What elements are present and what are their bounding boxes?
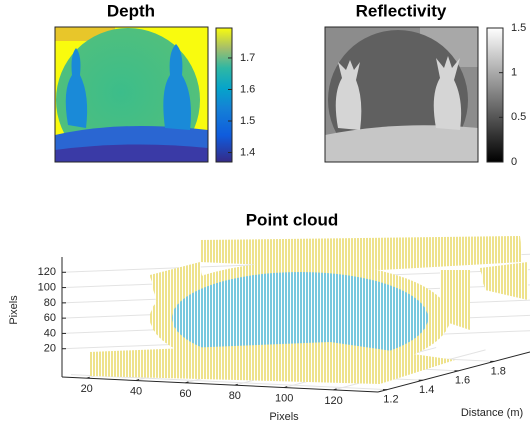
chart-title: Reflectivity [356, 1, 447, 20]
colorbar-tick-label: 1.5 [240, 115, 255, 127]
x-tick-label: 60 [179, 388, 191, 400]
chart-title: Point cloud [246, 210, 339, 229]
y-axis-label: Distance (m) [461, 407, 523, 419]
colorbar-tick-label: 0.5 [511, 111, 526, 123]
colorbar [486, 27, 504, 163]
colorbar-tick-label: 1.5 [511, 22, 526, 34]
z-tick-label: 80 [44, 297, 56, 309]
point-cloud [90, 236, 528, 384]
x-tick-label: 80 [229, 390, 241, 402]
x-tick-label: 20 [81, 383, 93, 395]
depth-image [55, 27, 208, 162]
z-tick-label: 40 [44, 327, 56, 339]
image-frame [324, 26, 479, 163]
z-axis-label: Pixels [8, 295, 20, 325]
colorbar [215, 27, 233, 163]
x-tick-label: 120 [324, 395, 342, 407]
y-tick-label: 1.6 [455, 375, 470, 387]
colorbar-tick-label: 1 [511, 67, 517, 79]
colorbar-tick-label: 1.7 [240, 52, 255, 64]
x-axis [61, 376, 379, 393]
colorbar-tick-label: 1.6 [240, 83, 255, 95]
colorbar-tick-label: 0 [511, 156, 517, 168]
z-tick-label: 120 [38, 266, 56, 278]
reflectivity-image [325, 27, 478, 162]
z-tick-label: 60 [44, 312, 56, 324]
y-tick-label: 1.8 [491, 365, 506, 377]
z-tick-label: 100 [38, 281, 56, 293]
grid-line [70, 374, 387, 391]
y-tick-label: 1.2 [383, 394, 398, 406]
x-tick-label: 100 [275, 392, 293, 404]
x-tick-label: 40 [130, 385, 142, 397]
colorbar-tick-label: 1.4 [240, 146, 255, 158]
y-tick-label: 1.4 [419, 384, 434, 396]
image-frame [54, 26, 209, 163]
chart-title: Depth [107, 1, 155, 20]
x-axis-label: Pixels [269, 411, 299, 423]
y-axis [377, 351, 530, 393]
z-tick-label: 20 [44, 343, 56, 355]
